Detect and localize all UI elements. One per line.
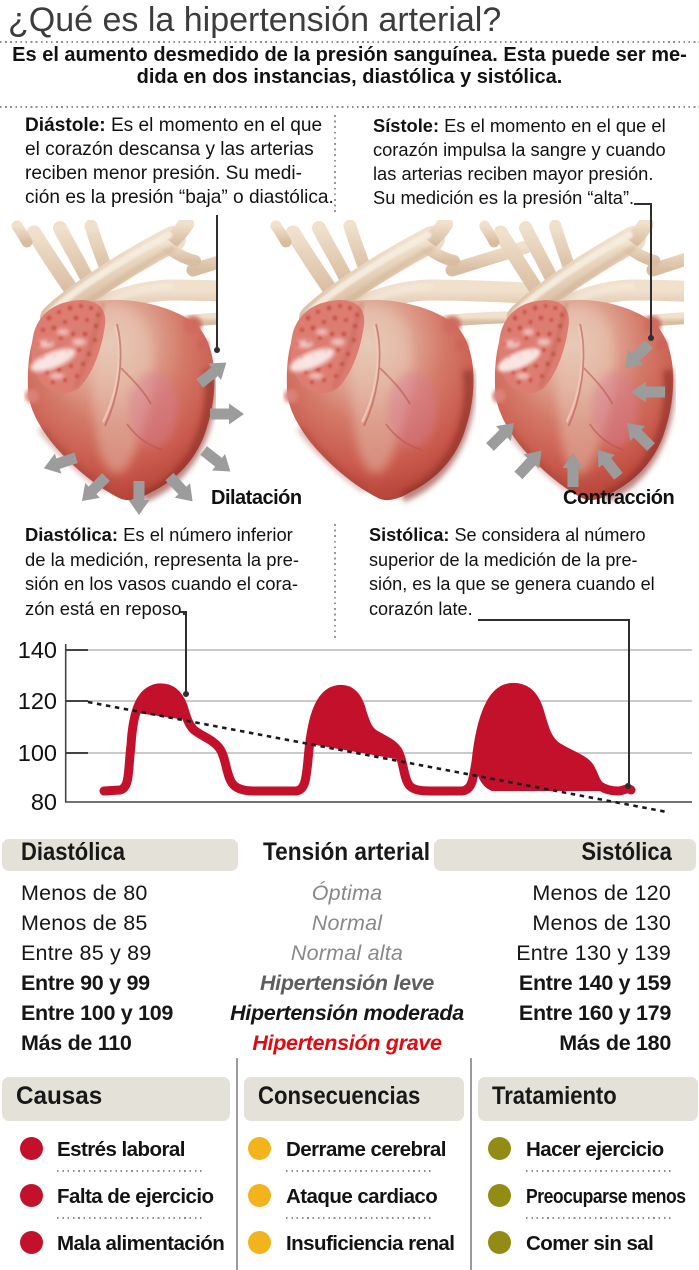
svg-text:80: 80: [31, 789, 57, 815]
svg-text:100: 100: [18, 740, 57, 766]
svg-text:120: 120: [18, 688, 57, 714]
svg-text:140: 140: [18, 637, 57, 663]
